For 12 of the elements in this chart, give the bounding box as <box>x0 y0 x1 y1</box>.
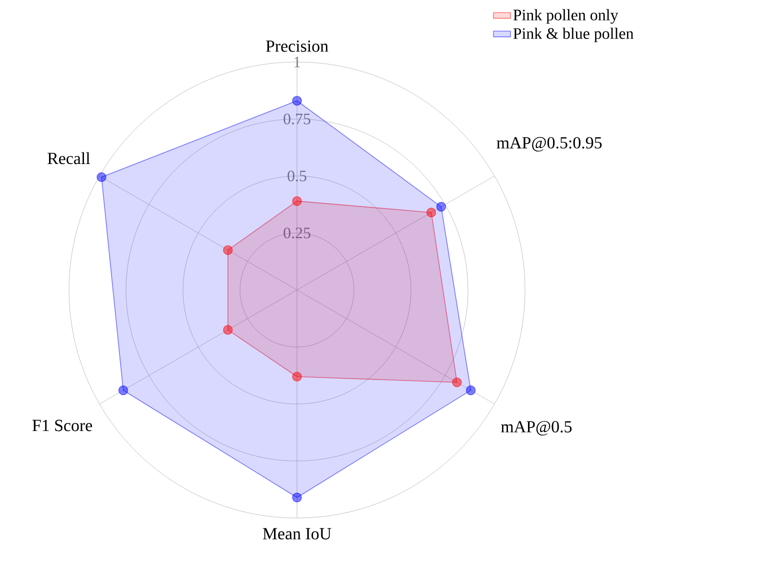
spoke-label: Mean IoU <box>262 528 332 540</box>
spoke-label: mAP@0.5:0.95 <box>496 137 602 152</box>
y-tick-label: 0.25 <box>284 228 310 238</box>
spoke-label: Recall <box>48 152 90 164</box>
spoke-label: mAP@0.5 <box>501 421 572 436</box>
y-tick-label: 0.75 <box>284 114 310 124</box>
y-tick-label: 1 <box>294 56 300 68</box>
y-tick-label: 0.5 <box>288 170 306 182</box>
spoke-label: Precision <box>266 40 328 52</box>
legend-label: Pink & blue pollen <box>513 28 634 42</box>
spoke-label: F1 Score <box>32 420 92 432</box>
legend-label: Pink pollen only <box>513 9 618 24</box>
